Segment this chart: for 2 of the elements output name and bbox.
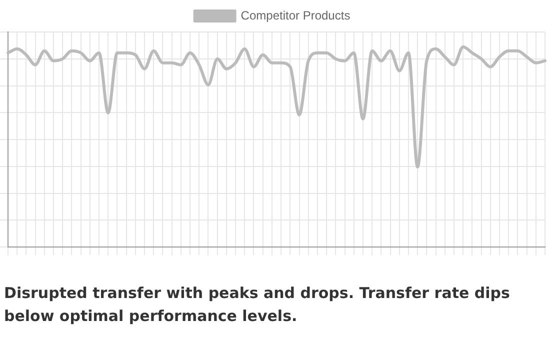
text: Disrupted transfer with peaks and drops. Transfer rate dips below optimal performance levels.: [4, 283, 511, 327]
legend-label: Competitor Products: [240, 8, 350, 22]
